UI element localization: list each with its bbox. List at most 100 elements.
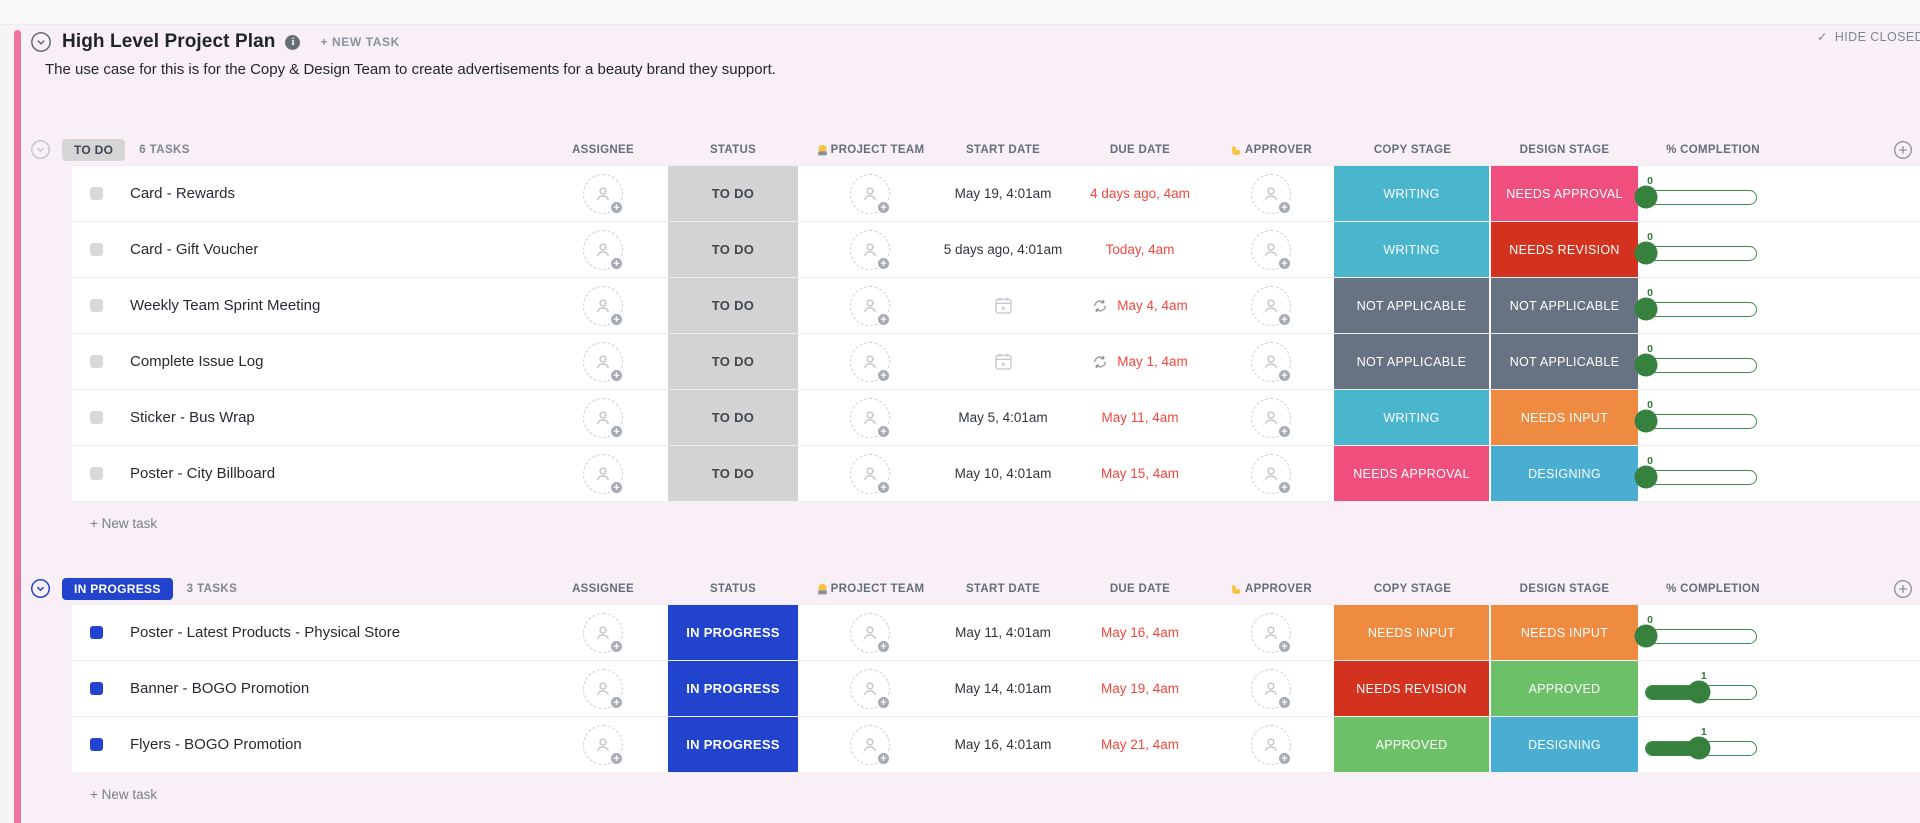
project-team-add-icon[interactable]: +	[850, 453, 891, 495]
project-team-add-icon[interactable]: +	[850, 612, 891, 654]
slider-knob[interactable]	[1634, 353, 1658, 377]
list-collapse-icon[interactable]	[30, 31, 52, 53]
task-row[interactable]: Complete Issue Log + TO DO +	[72, 334, 1920, 390]
column-header-copy[interactable]: COPY STAGE	[1334, 144, 1491, 156]
slider-knob[interactable]	[1687, 736, 1711, 760]
task-checkbox[interactable]	[90, 738, 103, 751]
task-row[interactable]: Weekly Team Sprint Meeting + TO DO +	[72, 278, 1920, 334]
task-status[interactable]: TO DO	[668, 222, 798, 277]
column-header-status[interactable]: STATUS	[660, 144, 806, 156]
project-team-add-icon[interactable]: +	[850, 724, 891, 766]
completion-slider[interactable]: 1	[1645, 726, 1757, 760]
start-date-cell[interactable]: 5 days ago, 4:01am	[934, 222, 1072, 277]
column-header-team[interactable]: PROJECT TEAM	[806, 583, 934, 596]
column-header-due[interactable]: DUE DATE	[1072, 583, 1208, 595]
start-date-cell[interactable]	[934, 334, 1072, 389]
completion-slider[interactable]: 0	[1634, 455, 1757, 489]
slider-track[interactable]	[1634, 353, 1757, 377]
project-team-add-icon[interactable]: +	[850, 341, 891, 383]
assignee-add-icon[interactable]: +	[583, 173, 624, 215]
copy-stage-badge[interactable]: APPROVED	[1334, 717, 1489, 772]
slider-knob[interactable]	[1634, 185, 1658, 209]
design-stage-badge[interactable]: NEEDS APPROVAL	[1491, 166, 1638, 221]
column-header-approver[interactable]: APPROVER	[1208, 583, 1334, 596]
task-row[interactable]: Poster - Latest Products - Physical Stor…	[72, 605, 1920, 661]
copy-stage-badge[interactable]: NOT APPLICABLE	[1334, 278, 1489, 333]
approver-add-icon[interactable]: +	[1251, 397, 1292, 439]
group-collapse-icon[interactable]	[30, 139, 52, 161]
assignee-add-icon[interactable]: +	[583, 397, 624, 439]
completion-slider[interactable]: 0	[1634, 614, 1757, 648]
group-status-badge[interactable]: TO DO	[62, 139, 126, 161]
due-date-cell[interactable]: 4 days ago, 4am	[1072, 166, 1208, 221]
task-status[interactable]: TO DO	[668, 446, 798, 501]
approver-add-icon[interactable]: +	[1251, 724, 1292, 766]
start-date-cell[interactable]: May 5, 4:01am	[934, 390, 1072, 445]
slider-knob[interactable]	[1634, 409, 1658, 433]
due-date-cell[interactable]: May 11, 4am	[1072, 390, 1208, 445]
add-column-icon[interactable]	[1893, 579, 1913, 599]
design-stage-badge[interactable]: NEEDS INPUT	[1491, 605, 1638, 660]
completion-slider[interactable]: 0	[1634, 175, 1757, 209]
task-name[interactable]: Banner - BOGO Promotion	[130, 680, 310, 697]
copy-stage-badge[interactable]: NEEDS REVISION	[1334, 661, 1489, 716]
completion-slider[interactable]: 1	[1645, 670, 1757, 704]
slider-track[interactable]	[1634, 409, 1757, 433]
column-header-design[interactable]: DESIGN STAGE	[1491, 144, 1638, 156]
completion-slider[interactable]: 0	[1634, 231, 1757, 265]
group-collapse-icon[interactable]	[30, 578, 52, 600]
add-task-row[interactable]: + New task	[90, 786, 158, 802]
due-date-cell[interactable]: May 21, 4am	[1072, 717, 1208, 772]
assignee-add-icon[interactable]: +	[583, 229, 624, 271]
assignee-add-icon[interactable]: +	[583, 724, 624, 766]
column-header-status[interactable]: STATUS	[660, 583, 806, 595]
slider-track[interactable]	[1645, 680, 1757, 704]
task-row[interactable]: Card - Gift Voucher + TO DO + 5 days ago…	[72, 222, 1920, 278]
task-name[interactable]: Card - Rewards	[130, 185, 236, 202]
start-date-cell[interactable]: May 16, 4:01am	[934, 717, 1072, 772]
due-date-cell[interactable]: May 4, 4am	[1072, 278, 1208, 333]
column-header-design[interactable]: DESIGN STAGE	[1491, 583, 1638, 595]
slider-track[interactable]	[1634, 297, 1757, 321]
task-row[interactable]: Flyers - BOGO Promotion + IN PROGRESS + …	[72, 717, 1920, 773]
approver-add-icon[interactable]: +	[1251, 341, 1292, 383]
slider-track[interactable]	[1634, 624, 1757, 648]
column-header-start[interactable]: START DATE	[934, 144, 1072, 156]
approver-add-icon[interactable]: +	[1251, 668, 1292, 710]
start-date-cell[interactable]: May 10, 4:01am	[934, 446, 1072, 501]
approver-add-icon[interactable]: +	[1251, 453, 1292, 495]
group-status-badge[interactable]: IN PROGRESS	[62, 578, 173, 600]
copy-stage-badge[interactable]: WRITING	[1334, 390, 1489, 445]
task-row[interactable]: Poster - City Billboard + TO DO + May 10…	[72, 446, 1920, 502]
approver-add-icon[interactable]: +	[1251, 285, 1292, 327]
task-checkbox[interactable]	[90, 243, 103, 256]
slider-knob[interactable]	[1634, 624, 1658, 648]
slider-track[interactable]	[1634, 465, 1757, 489]
design-stage-badge[interactable]: DESIGNING	[1491, 446, 1638, 501]
approver-add-icon[interactable]: +	[1251, 173, 1292, 215]
column-header-assignee[interactable]: ASSIGNEE	[546, 583, 660, 595]
task-row[interactable]: Banner - BOGO Promotion + IN PROGRESS + …	[72, 661, 1920, 717]
due-date-cell[interactable]: Today, 4am	[1072, 222, 1208, 277]
start-date-cell[interactable]: May 11, 4:01am	[934, 605, 1072, 660]
design-stage-badge[interactable]: DESIGNING	[1491, 717, 1638, 772]
assignee-add-icon[interactable]: +	[583, 285, 624, 327]
task-status[interactable]: IN PROGRESS	[668, 605, 798, 660]
column-header-start[interactable]: START DATE	[934, 583, 1072, 595]
set-start-date-icon[interactable]	[993, 351, 1014, 372]
column-header-completion[interactable]: % COMPLETION	[1638, 583, 1788, 595]
task-name[interactable]: Poster - City Billboard	[130, 465, 276, 482]
set-start-date-icon[interactable]	[993, 295, 1014, 316]
project-team-add-icon[interactable]: +	[850, 668, 891, 710]
slider-knob[interactable]	[1634, 241, 1658, 265]
design-stage-badge[interactable]: NOT APPLICABLE	[1491, 334, 1638, 389]
info-icon[interactable]: i	[285, 34, 301, 50]
completion-slider[interactable]: 0	[1634, 343, 1757, 377]
project-team-add-icon[interactable]: +	[850, 229, 891, 271]
task-checkbox[interactable]	[90, 411, 103, 424]
task-name[interactable]: Flyers - BOGO Promotion	[130, 736, 302, 753]
design-stage-badge[interactable]: NOT APPLICABLE	[1491, 278, 1638, 333]
copy-stage-badge[interactable]: NOT APPLICABLE	[1334, 334, 1489, 389]
start-date-cell[interactable]: May 19, 4:01am	[934, 166, 1072, 221]
copy-stage-badge[interactable]: WRITING	[1334, 166, 1489, 221]
